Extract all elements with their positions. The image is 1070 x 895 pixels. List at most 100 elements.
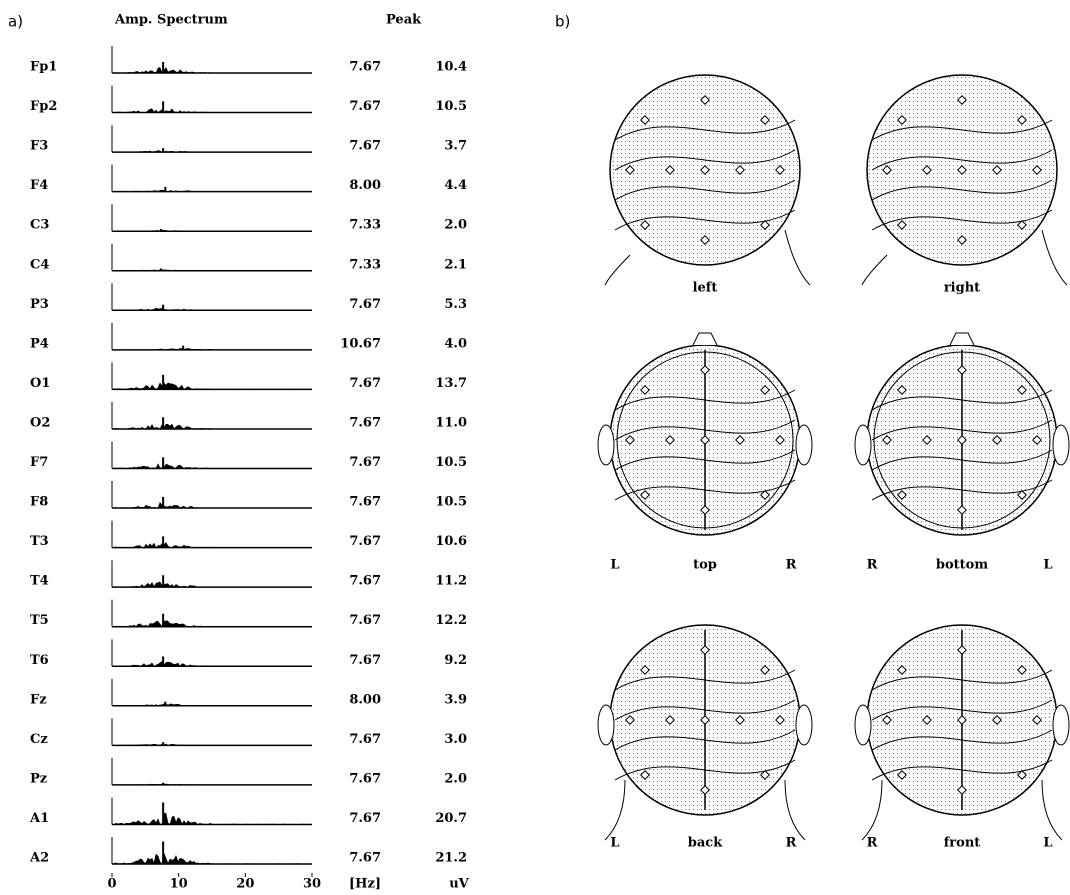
channel-label: P4 [30,336,49,351]
peak-amplitude: 10.5 [435,495,467,510]
ear [598,425,614,465]
x-tick-label: 10 [170,877,188,892]
ear [796,425,812,465]
peak-amplitude: 2.0 [444,218,467,233]
ear [796,705,812,745]
peak-amplitude: 3.7 [444,139,467,154]
ear [1053,425,1069,465]
channel-label: P3 [30,297,49,312]
channel-label: Fp2 [30,99,57,114]
head-map [598,333,812,535]
peak-frequency: 7.67 [349,653,381,668]
column-header: Amp. Spectrum [114,13,228,28]
peak-frequency: 7.33 [349,218,381,233]
peak-amplitude: 3.9 [444,692,467,707]
panel-label: a) [8,13,23,31]
peak-amplitude: 2.0 [444,771,467,786]
peak-frequency: 8.00 [349,178,381,193]
side-label: L [610,836,619,851]
spectrum [112,348,312,350]
peak-frequency: 7.67 [349,297,381,312]
spectrum [112,383,312,390]
channel-label: Fp1 [30,60,57,75]
channel-label: F4 [30,178,48,193]
side-label: R [867,836,878,851]
channel-label: O1 [30,376,50,391]
peak-frequency: 7.67 [349,99,381,114]
peak-amplitude: 10.5 [435,455,467,470]
view-label: bottom [936,558,988,573]
unit-label: uV [449,877,469,892]
spectrum [112,67,312,73]
peak-frequency: 7.67 [349,455,381,470]
peak-amplitude: 20.7 [435,811,467,826]
spectrum [112,661,312,666]
view-label: front [944,836,981,851]
peak-frequency: 7.67 [349,771,381,786]
peak-amplitude: 2.1 [444,257,467,272]
peak-frequency: 7.67 [349,415,381,430]
peak-amplitude: 21.2 [435,851,467,866]
spectrum [112,744,312,746]
head-map [862,75,1067,285]
view-label: back [688,836,723,851]
x-tick-label: 20 [236,877,254,892]
channel-label: Pz [30,771,47,786]
head-map [598,625,812,840]
peak-frequency: 7.67 [349,613,381,628]
x-tick-label: 0 [107,877,116,892]
channel-label: F7 [30,455,48,470]
peak-frequency: 7.67 [349,811,381,826]
view-label: right [944,281,980,296]
channel-label: A1 [29,811,49,826]
peak-frequency: 7.67 [349,60,381,75]
peak-frequency: 7.67 [349,851,381,866]
nose [693,333,717,345]
channel-label: Fz [30,692,47,707]
peak-amplitude: 9.2 [444,653,467,668]
view-label: left [693,281,718,296]
side-label: L [1043,836,1052,851]
spectrum [112,502,312,508]
head-map [855,625,1069,840]
peak-frequency: 7.67 [349,732,381,747]
channel-label: T4 [30,574,49,589]
view-label: top [693,558,717,573]
peak-frequency: 10.67 [340,336,381,351]
channel-label: Cz [30,732,48,747]
peak-amplitude: 4.0 [444,336,467,351]
peak-frequency: 7.67 [349,534,381,549]
side-label: R [786,558,797,573]
figure: a) Amp. Spectrum Peak b) Fp1 7.67 10.4 Fp2 7… [0,0,1070,895]
peak-amplitude: 3.0 [444,732,467,747]
spectrum [112,853,312,864]
side-label: L [1043,558,1052,573]
peak-amplitude: 5.3 [444,297,467,312]
peak-amplitude: 13.7 [435,376,467,391]
peak-amplitude: 4.4 [444,178,467,193]
peak-amplitude: 10.4 [435,60,467,75]
peak-frequency: 7.67 [349,376,381,391]
spectrum [112,190,312,192]
peak-amplitude: 10.5 [435,99,467,114]
nose [950,333,974,345]
peak-frequency: 7.33 [349,257,381,272]
column-header: Peak [386,13,422,28]
spectrum [112,621,312,627]
ear [855,425,871,465]
ear [855,705,871,745]
peak-amplitude: 12.2 [435,613,467,628]
channel-label: T6 [30,653,49,668]
spectrum [112,582,312,587]
peak-frequency: 7.67 [349,574,381,589]
channel-label: O2 [30,415,50,430]
panel-label: b) [555,13,570,31]
head-map [855,333,1069,535]
channel-label: A2 [29,851,49,866]
spectrum [112,542,312,547]
spectrum [112,150,312,152]
side-label: R [867,558,878,573]
head-map [605,75,810,285]
channel-label: C4 [30,257,49,272]
channel-label: C3 [30,218,49,233]
